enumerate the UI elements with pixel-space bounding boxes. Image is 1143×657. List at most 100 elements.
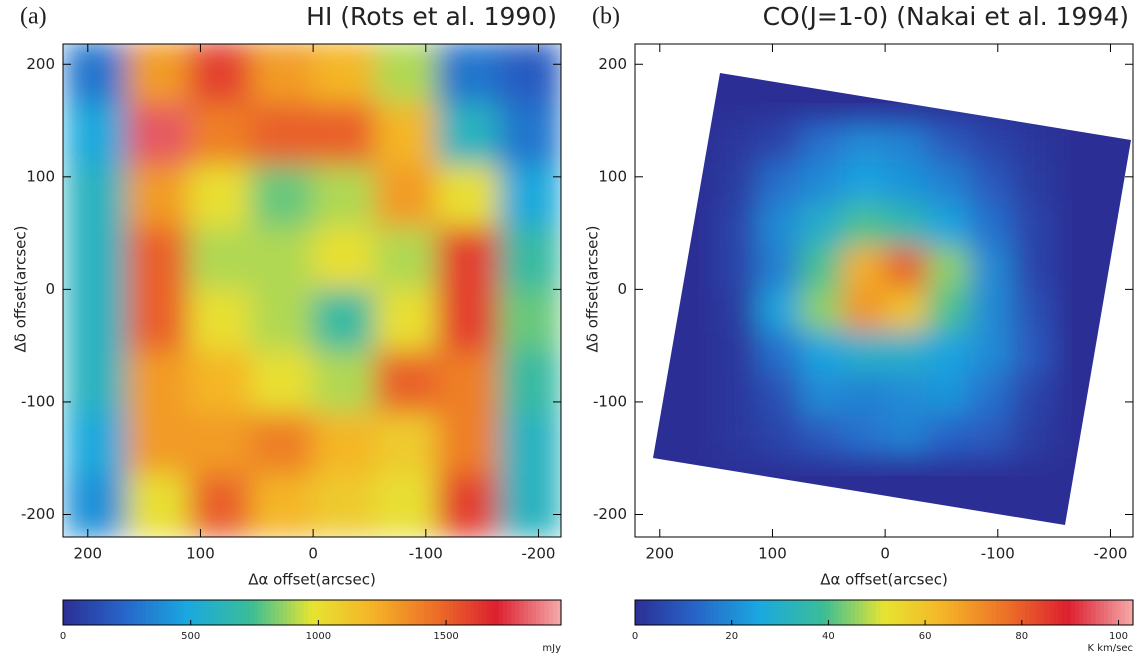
colorbar-step [1066,600,1072,625]
colorbar-step [453,600,458,625]
y-tick-label: -100 [21,392,55,410]
colorbar-step [299,600,305,625]
colorbar-step [813,600,819,625]
colorbar-step [345,600,350,625]
colorbar-step [419,600,425,625]
colorbar-step [759,600,765,625]
colorbar-step [701,600,707,625]
plot-frame [634,43,1134,538]
colorbar-step [274,600,280,625]
colorbar-step [116,600,122,625]
colorbar-step [378,600,384,625]
colorbar-step [1083,600,1088,625]
colorbar-step [1062,600,1068,625]
colorbar-step [991,600,997,625]
colorbar-step [121,600,126,625]
cell [757,246,802,290]
colorbar-step [659,600,665,625]
colorbar-step [705,600,711,625]
cell [1011,204,1055,248]
colorbar-tick-label: 0 [60,631,66,642]
colorbar-step [540,600,545,625]
cell [757,415,802,459]
colorbar-step [788,600,794,625]
cell [498,226,561,290]
cell [1011,373,1055,417]
colorbar-step [925,600,931,625]
colorbar-step [884,600,889,625]
colorbar-step [249,600,255,625]
x-axis-label: Δα offset(arcsec) [248,571,376,589]
colorbar-step [87,600,93,625]
cell [374,412,438,476]
colorbar-frame [62,599,562,626]
colorbar-tick-label: 20 [725,631,738,642]
colorbar-step [112,600,118,625]
cell [715,373,759,417]
cell [926,288,971,333]
colorbar-step [693,600,698,625]
colorbar-step [303,600,309,625]
colorbar-step [63,600,68,625]
cell [436,103,500,167]
cell [312,226,376,290]
cell [757,162,802,206]
colorbar-step [482,600,487,625]
cell [374,226,438,290]
colorbar-step [399,600,404,625]
cell [498,165,561,228]
colorbar-step [141,600,147,625]
cell [757,120,802,164]
colorbar-step [1070,600,1076,625]
colorbar-step [825,600,831,625]
cell [926,120,971,164]
colorbar-step [108,600,114,625]
colorbar-step [730,600,736,625]
colorbar-step [67,600,72,625]
colorbar-step [738,600,744,625]
colorbar-step [913,600,918,625]
colorbar-step [879,600,885,625]
cell [188,474,252,537]
colorbar-step [1124,600,1130,625]
cell [312,288,376,352]
colorbar-step [220,600,226,625]
colorbar-step [195,600,201,625]
colorbar-step [204,600,209,625]
colorbar-step [763,600,769,625]
cell [498,350,561,414]
cell [64,474,128,537]
colorbar-step [751,600,756,625]
cell [969,120,1013,164]
cell [715,204,759,248]
colorbar-step [676,600,682,625]
cell [250,474,314,537]
cell [842,331,886,375]
cell [884,204,928,248]
x-tick-label: 100 [758,545,787,563]
colorbar-tick-label: 60 [919,631,932,642]
colorbar-step [92,600,97,625]
colorbar-step [515,600,521,625]
panel-label: (b) [592,4,620,30]
cell [1011,162,1055,206]
colorbar-step [461,600,467,625]
cell [884,162,928,206]
colorbar-step [336,600,342,625]
cell [842,204,886,248]
cell [436,226,500,290]
colorbar-step [208,600,213,625]
colorbar-tick-label: 1500 [433,631,458,642]
colorbar-step [1016,600,1022,625]
colorbar-step [859,600,864,625]
cell [926,415,971,459]
x-tick-label: 200 [645,545,674,563]
cell [188,44,252,105]
colorbar-step [871,600,877,625]
cell [250,44,314,105]
cell [374,103,438,167]
colorbar-step [896,600,902,625]
colorbar-step [282,600,288,625]
colorbar-step [411,600,417,625]
colorbar-step [1045,600,1051,625]
